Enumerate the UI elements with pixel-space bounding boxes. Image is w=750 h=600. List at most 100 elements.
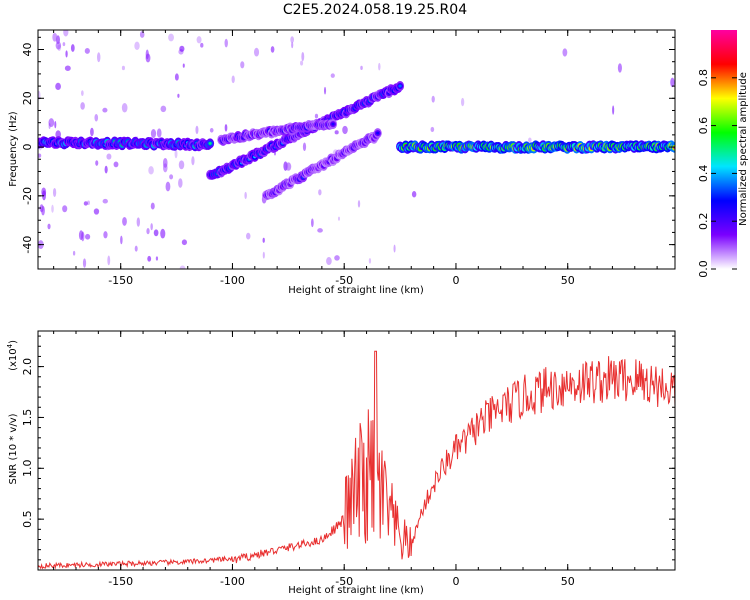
speckle-cell <box>148 166 154 175</box>
speckle-cell <box>317 228 323 233</box>
feature-core <box>376 131 380 135</box>
speckle-cell <box>168 33 174 42</box>
spectral-feature <box>396 140 675 154</box>
speckle-cell <box>145 49 149 60</box>
speckle-cell <box>224 38 228 48</box>
speckle-cell <box>82 258 87 268</box>
feature-core <box>398 84 402 88</box>
speckle-cell <box>302 142 307 152</box>
snr-panel: -150 -100 -50 0 50 0.5 1.0 1.5 2.0 Height of str… <box>6 330 676 596</box>
speckle-cell <box>48 118 55 127</box>
speckle-cell <box>244 191 247 200</box>
colorbar-ticks: 0.0 0.2 0.4 0.6 0.8 <box>697 69 737 278</box>
speckle-cell <box>181 239 188 246</box>
speckle-cell <box>136 217 141 227</box>
spectrogram-xlabel: Height of straight line (km) <box>288 285 424 296</box>
speckle-cell <box>290 36 294 43</box>
spectrogram-heatmap <box>38 30 675 269</box>
colorbar-tick-label: 0.0 <box>697 260 710 278</box>
speckle-cell <box>102 198 108 204</box>
speckle-cell <box>246 232 251 240</box>
speckle-cell <box>262 251 265 259</box>
speckle-cell <box>670 77 675 88</box>
speckle-cell <box>121 65 125 71</box>
x-tick-label: -50 <box>335 274 353 287</box>
speckle-cell <box>62 42 66 47</box>
snr-xlabel: Height of straight line (km) <box>288 585 424 596</box>
speckle-cell <box>224 124 228 132</box>
speckle-cell <box>97 52 101 63</box>
speckle-cell <box>150 202 155 210</box>
speckle-cell <box>253 47 260 57</box>
speckle-cell <box>165 181 171 192</box>
speckle-cell <box>134 41 140 51</box>
speckle-cell <box>179 265 186 269</box>
speckle-cell <box>300 60 304 66</box>
speckle-cell <box>113 161 119 168</box>
spectral-feature <box>38 136 215 152</box>
speckle-cell <box>41 205 45 216</box>
speckle-cell <box>231 75 235 84</box>
speckle-cell <box>78 230 84 241</box>
speckle-cell <box>156 128 162 138</box>
speckle-cell <box>55 82 61 91</box>
speckle-cell <box>262 237 265 243</box>
spectrogram-ticks: -150 -100 -50 0 50 -40 -20 0 20 40 <box>21 30 675 287</box>
snr-ylabel: SNR (10 * v/v) <box>8 413 19 484</box>
colorbar-tick-label: 0.4 <box>697 165 710 183</box>
feature-core <box>331 122 335 126</box>
speckle-cell <box>411 191 417 198</box>
x-tick-label: 0 <box>452 575 459 588</box>
speckle-cell <box>285 162 292 171</box>
speckle-cell <box>54 121 57 129</box>
chart-title: C2E5.2024.058.19.25.R04 <box>282 2 468 18</box>
speckle-cell <box>301 51 305 62</box>
x-tick-label: -150 <box>108 575 133 588</box>
speckle-cell <box>107 255 111 266</box>
x-tick-label: 50 <box>561 274 575 287</box>
speckle-cell <box>102 107 108 113</box>
y-tick-label: 40 <box>21 43 34 57</box>
speckle-cell <box>323 86 327 95</box>
speckle-cell <box>460 97 465 107</box>
speckle-cell <box>121 103 128 113</box>
speckle-cell <box>153 229 159 237</box>
speckle-cell <box>337 216 340 221</box>
spectral-feature <box>217 119 338 146</box>
speckle-cell <box>38 90 41 100</box>
speckle-cell <box>90 127 94 137</box>
speckle-cell <box>393 244 396 253</box>
speckle-cell <box>42 190 47 201</box>
speckle-cell <box>160 105 167 113</box>
speckle-cell <box>179 45 185 52</box>
speckle-cell <box>80 102 85 110</box>
speckle-cell <box>155 256 159 261</box>
y-tick-label: -20 <box>21 187 34 205</box>
speckle-cell <box>63 30 69 37</box>
speckle-cell <box>311 218 314 228</box>
speckle-cell <box>52 32 58 42</box>
speckle-cell <box>147 255 152 262</box>
feature-core <box>208 142 212 145</box>
spectrogram-panel: -150 -100 -50 0 50 -40 -20 0 20 40 Height of stra… <box>8 29 676 296</box>
speckle-cell <box>291 41 294 49</box>
speckle-cell <box>65 50 68 58</box>
spectrogram-ylabel: Frequency (Hz) <box>8 111 19 187</box>
snr-multiplier: (x104) <box>6 340 19 371</box>
speckle-cell <box>72 250 76 256</box>
speckle-cell <box>85 233 91 240</box>
speckle-cell <box>47 223 51 230</box>
y-tick-label: 1.0 <box>21 460 34 478</box>
speckle-cell <box>617 63 622 73</box>
speckle-cell <box>178 178 183 188</box>
speckle-cell <box>612 105 615 115</box>
speckle-cell <box>162 158 168 168</box>
speckle-cell <box>106 153 112 160</box>
speckle-cell <box>174 149 178 159</box>
colorbar: 0.0 0.2 0.4 0.6 0.8 Normalized spectral ampl… <box>697 30 749 278</box>
colorbar-label: Normalized spectral amplitude <box>738 72 749 226</box>
speckle-cell <box>104 165 108 174</box>
y-tick-label: 0 <box>21 144 34 151</box>
speckle-cell <box>342 125 348 135</box>
